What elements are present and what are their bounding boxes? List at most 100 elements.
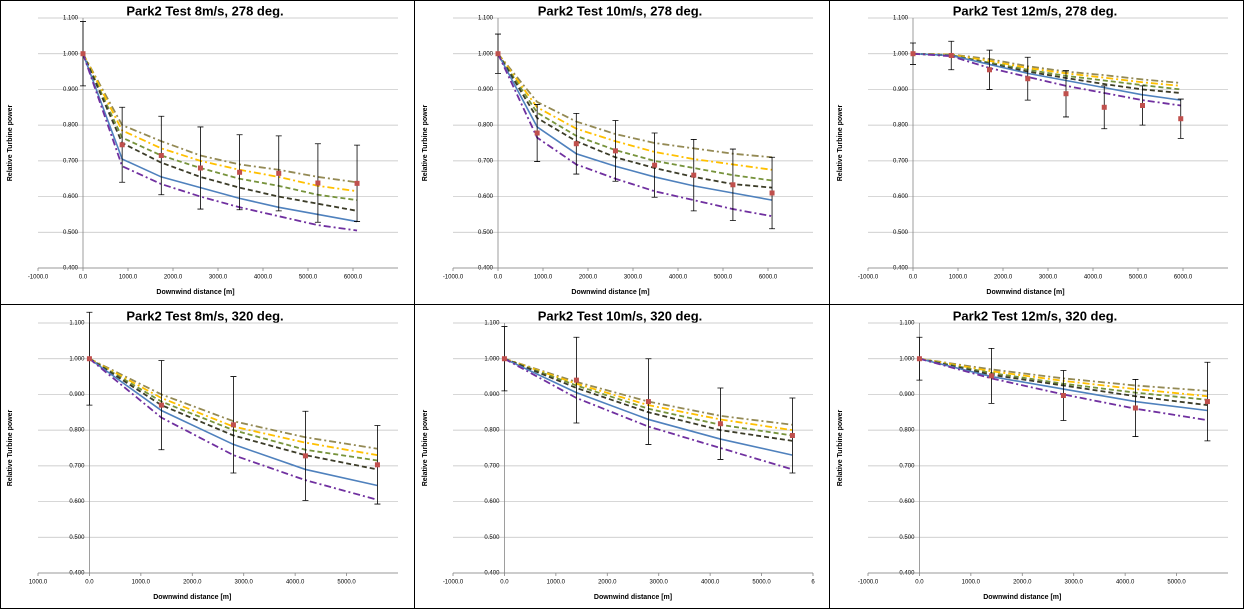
x-tick-label: 6: [811, 580, 815, 586]
x-tick-label: 0.0: [500, 580, 509, 586]
chart-title: Park2 Test 8m/s, 278 deg.: [126, 3, 283, 18]
y-tick-label: 0.600: [484, 499, 500, 505]
chart-panel: Park2 Test 10m/s, 278 deg. Relative Turbi…: [415, 0, 829, 304]
x-axis-label: Downwind distance [m]: [986, 289, 1064, 296]
x-axis-label: Downwind distance [m]: [156, 289, 234, 296]
series-line: [912, 52, 1181, 84]
data-point: [916, 356, 922, 362]
x-tick-label: 1000.0: [534, 275, 553, 281]
chart: Park2 Test 12m/s, 320 deg. Relative Turbi…: [837, 308, 1228, 601]
x-tick-label: 6000.0: [344, 275, 363, 281]
data-point: [1025, 76, 1031, 82]
series-line: [88, 357, 378, 457]
y-tick-label: 1.100: [899, 321, 915, 327]
data-point: [302, 453, 308, 459]
x-tick-label: 2000.0: [598, 580, 617, 586]
y-tick-label: 0.500: [63, 230, 79, 236]
y-axis-label: Relative Turbine power: [837, 104, 844, 181]
y-tick-label: 0.400: [63, 266, 79, 272]
x-tick-label: -1000.0: [858, 580, 879, 586]
y-tick-label: 0.600: [63, 194, 79, 200]
chart-panel: Park2 Test 10m/s, 320 deg. Relative Turbi…: [415, 305, 829, 609]
chart-title: Park2 Test 8m/s, 320 deg.: [126, 308, 283, 323]
data-point: [495, 51, 501, 57]
series-line: [497, 53, 773, 182]
y-axis-label: Relative Turbine power: [7, 409, 14, 486]
data-point: [230, 422, 236, 428]
y-tick-label: 0.500: [893, 230, 909, 236]
x-tick-label: -1000.0: [443, 580, 464, 586]
data-point: [769, 190, 775, 196]
y-tick-label: 0.400: [899, 571, 915, 577]
y-tick-label: 0.400: [893, 266, 909, 272]
data-point: [987, 67, 992, 73]
y-tick-label: 0.800: [63, 123, 79, 129]
y-tick-label: 0.900: [63, 87, 79, 93]
x-tick-label: 1000.0: [132, 580, 151, 586]
y-axis-label: Relative Turbine power: [422, 409, 429, 486]
data-point: [691, 172, 697, 178]
y-tick-label: 1.100: [69, 321, 85, 327]
y-tick-label: 0.800: [69, 428, 85, 434]
x-tick-label: 3000.0: [1039, 275, 1058, 281]
y-tick-label: 0.800: [899, 428, 915, 434]
x-tick-label: -1000.0: [858, 275, 879, 281]
series-line: [912, 52, 1181, 94]
series-line: [82, 53, 358, 212]
data-point: [652, 162, 658, 168]
data-point: [354, 180, 360, 186]
x-tick-label: 0.0: [79, 275, 88, 281]
data-point: [573, 377, 579, 383]
y-tick-label: 0.900: [69, 392, 85, 398]
x-tick-label: 3000.0: [650, 580, 669, 586]
chart: Park2 Test 8m/s, 320 deg. Relative Turbin…: [7, 308, 398, 601]
series-line: [88, 358, 378, 501]
x-tick-label: 1000.0: [547, 580, 566, 586]
series-line: [82, 53, 358, 193]
y-tick-label: 0.500: [478, 230, 494, 236]
data-point: [612, 148, 618, 154]
series-line: [89, 357, 378, 450]
x-tick-label: 4000.0: [669, 275, 688, 281]
y-tick-label: 1.000: [478, 51, 494, 57]
data-point: [1132, 405, 1138, 411]
y-tick-label: 0.700: [899, 463, 915, 469]
data-point: [1101, 104, 1107, 110]
data-point: [910, 51, 916, 57]
y-tick-label: 0.400: [484, 571, 500, 577]
y-tick-label: 1.000: [893, 51, 909, 57]
series-line: [497, 53, 773, 159]
x-tick-label: 4000.0: [254, 275, 273, 281]
series-line: [919, 357, 1208, 422]
x-axis-label: Downwind distance [m]: [594, 594, 672, 601]
y-tick-label: 0.800: [484, 428, 500, 434]
series-line: [82, 53, 358, 184]
y-tick-label: 1.000: [63, 51, 79, 57]
x-tick-label: 2000.0: [1013, 580, 1032, 586]
series-line: [912, 52, 1181, 107]
data-point: [1204, 399, 1210, 405]
x-tick-label: 0.0: [915, 580, 924, 586]
data-point: [988, 373, 994, 379]
data-point: [86, 356, 92, 362]
series-line: [503, 357, 793, 471]
y-tick-label: 1.000: [69, 356, 85, 362]
chart: Park2 Test 12m/s, 278 deg. Relative Turbi…: [837, 3, 1228, 296]
x-tick-label: 5000.0: [714, 275, 733, 281]
series-line: [497, 53, 773, 201]
x-tick-label: -1000.0: [28, 275, 49, 281]
y-tick-label: 0.800: [478, 123, 494, 129]
y-tick-label: 0.700: [893, 158, 909, 164]
x-tick-label: 5000.0: [1167, 580, 1186, 586]
data-point: [789, 433, 795, 438]
y-tick-label: 0.600: [893, 194, 909, 200]
y-tick-label: 1.100: [478, 16, 494, 22]
series-line: [497, 53, 773, 189]
series-line: [82, 53, 358, 202]
data-point: [573, 141, 579, 147]
y-tick-label: 0.500: [899, 535, 915, 541]
data-point: [237, 169, 243, 175]
y-tick-label: 0.500: [69, 535, 85, 541]
x-tick-label: 1000.0: [119, 275, 138, 281]
y-tick-label: 0.700: [63, 158, 79, 164]
